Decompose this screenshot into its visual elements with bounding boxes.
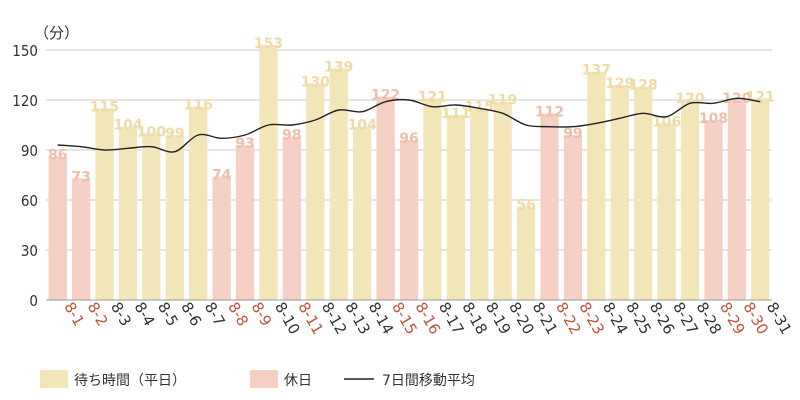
weekday-bar-8-27	[657, 123, 676, 300]
legend-swatch-holiday	[250, 370, 278, 388]
holiday-bar-8-23	[563, 135, 583, 300]
value-label: 116	[184, 98, 213, 114]
legend-label-moving-average: 7日間移動平均	[382, 373, 475, 389]
legend: 待ち時間（平日） 休日 7日間移動平均	[40, 370, 475, 389]
weekday-bar-8-20	[493, 101, 512, 301]
y-tick-label: 150	[12, 42, 38, 60]
weekday-bar-8-28	[680, 100, 700, 300]
weekday-bar-8-13	[329, 68, 348, 300]
holiday-bar-8-16	[399, 140, 419, 300]
holiday-bar-8-22	[540, 113, 559, 300]
value-label: 104	[348, 118, 377, 134]
value-label: 111	[441, 106, 470, 122]
weekday-bar-8-5	[142, 133, 161, 300]
value-label: 99	[563, 126, 582, 142]
value-label: 153	[254, 36, 283, 52]
value-label: 119	[488, 93, 517, 109]
moving-average-line	[57, 97, 761, 153]
value-label: 98	[282, 128, 301, 144]
y-tick-label: 60	[21, 192, 38, 210]
value-label: 106	[652, 114, 681, 130]
legend-label-holiday: 休日	[284, 373, 312, 389]
value-label: 139	[324, 59, 353, 75]
bars	[48, 45, 770, 301]
x-tick-label: 8-1	[60, 299, 88, 329]
holiday-bar-8-29	[704, 120, 723, 300]
value-label: 74	[212, 168, 232, 184]
holiday-bar-8-30	[727, 100, 747, 300]
x-tick-label: 8-4	[131, 299, 159, 329]
holiday-bar-8-1	[48, 156, 67, 300]
x-tick-label: 8-7	[201, 299, 229, 329]
holiday-bar-8-15	[376, 96, 395, 301]
x-axis: 8-18-28-38-48-58-68-78-88-98-108-118-128…	[46, 299, 795, 337]
weekday-bar-8-25	[610, 85, 629, 300]
legend-swatch-weekday	[40, 370, 68, 388]
weekday-bar-8-19	[470, 108, 489, 300]
value-label: 115	[465, 99, 494, 115]
value-label: 115	[90, 99, 119, 115]
x-tick-label: 8-3	[107, 299, 135, 329]
weekday-bar-8-18	[446, 115, 465, 300]
y-tick-label: 0	[29, 292, 38, 310]
x-tick-label: 8-9	[248, 299, 276, 329]
y-tick-label: 120	[12, 92, 38, 110]
holiday-bar-8-2	[71, 178, 91, 300]
x-tick-label: 8-6	[177, 299, 205, 329]
value-label: 121	[418, 89, 447, 105]
y-axis: 0 30 60 90 120 150	[12, 42, 38, 310]
value-label: 100	[137, 124, 166, 140]
y-axis-unit-label: （分）	[34, 24, 79, 42]
value-label: 73	[71, 169, 90, 185]
value-label: 99	[165, 126, 184, 142]
value-label: 112	[535, 104, 564, 120]
value-label: 108	[699, 111, 728, 127]
weekday-bar-8-4	[118, 126, 138, 301]
holiday-bar-8-11	[282, 136, 302, 300]
value-label: 128	[629, 78, 658, 94]
y-tick-label: 30	[21, 242, 38, 260]
x-tick-label: 8-8	[224, 299, 252, 329]
weekday-bar-8-6	[165, 135, 184, 300]
y-tick-label: 90	[21, 142, 38, 160]
holiday-bar-8-8	[212, 176, 231, 300]
x-tick-label: 8-31	[763, 299, 796, 337]
holiday-bar-8-9	[235, 145, 255, 300]
legend-label-weekday: 待ち時間（平日）	[74, 373, 186, 389]
value-label: 56	[516, 198, 535, 214]
weekday-bar-8-12	[306, 83, 325, 300]
weekday-bar-8-31	[751, 98, 770, 300]
value-label: 120	[675, 91, 704, 107]
weekday-bar-8-26	[634, 86, 653, 301]
value-label: 96	[399, 131, 418, 147]
x-tick-label: 8-2	[84, 299, 112, 329]
value-label: 129	[605, 76, 634, 92]
value-label: 120	[722, 91, 751, 107]
value-label: 121	[746, 89, 775, 105]
weekday-bar-8-24	[587, 71, 606, 301]
value-label: 130	[301, 74, 330, 90]
weekday-bar-8-14	[353, 126, 372, 301]
value-label: 86	[48, 148, 67, 164]
weekday-bar-8-10	[259, 45, 278, 300]
weekday-bar-8-3	[95, 108, 114, 300]
x-tick-label: 8-5	[154, 299, 182, 329]
weekday-bar-8-21	[516, 206, 536, 300]
weekday-bar-8-7	[189, 106, 208, 301]
value-label: 93	[235, 136, 254, 152]
value-label: 137	[582, 63, 611, 79]
value-label: 104	[113, 118, 142, 134]
weekday-bar-8-17	[423, 98, 442, 300]
